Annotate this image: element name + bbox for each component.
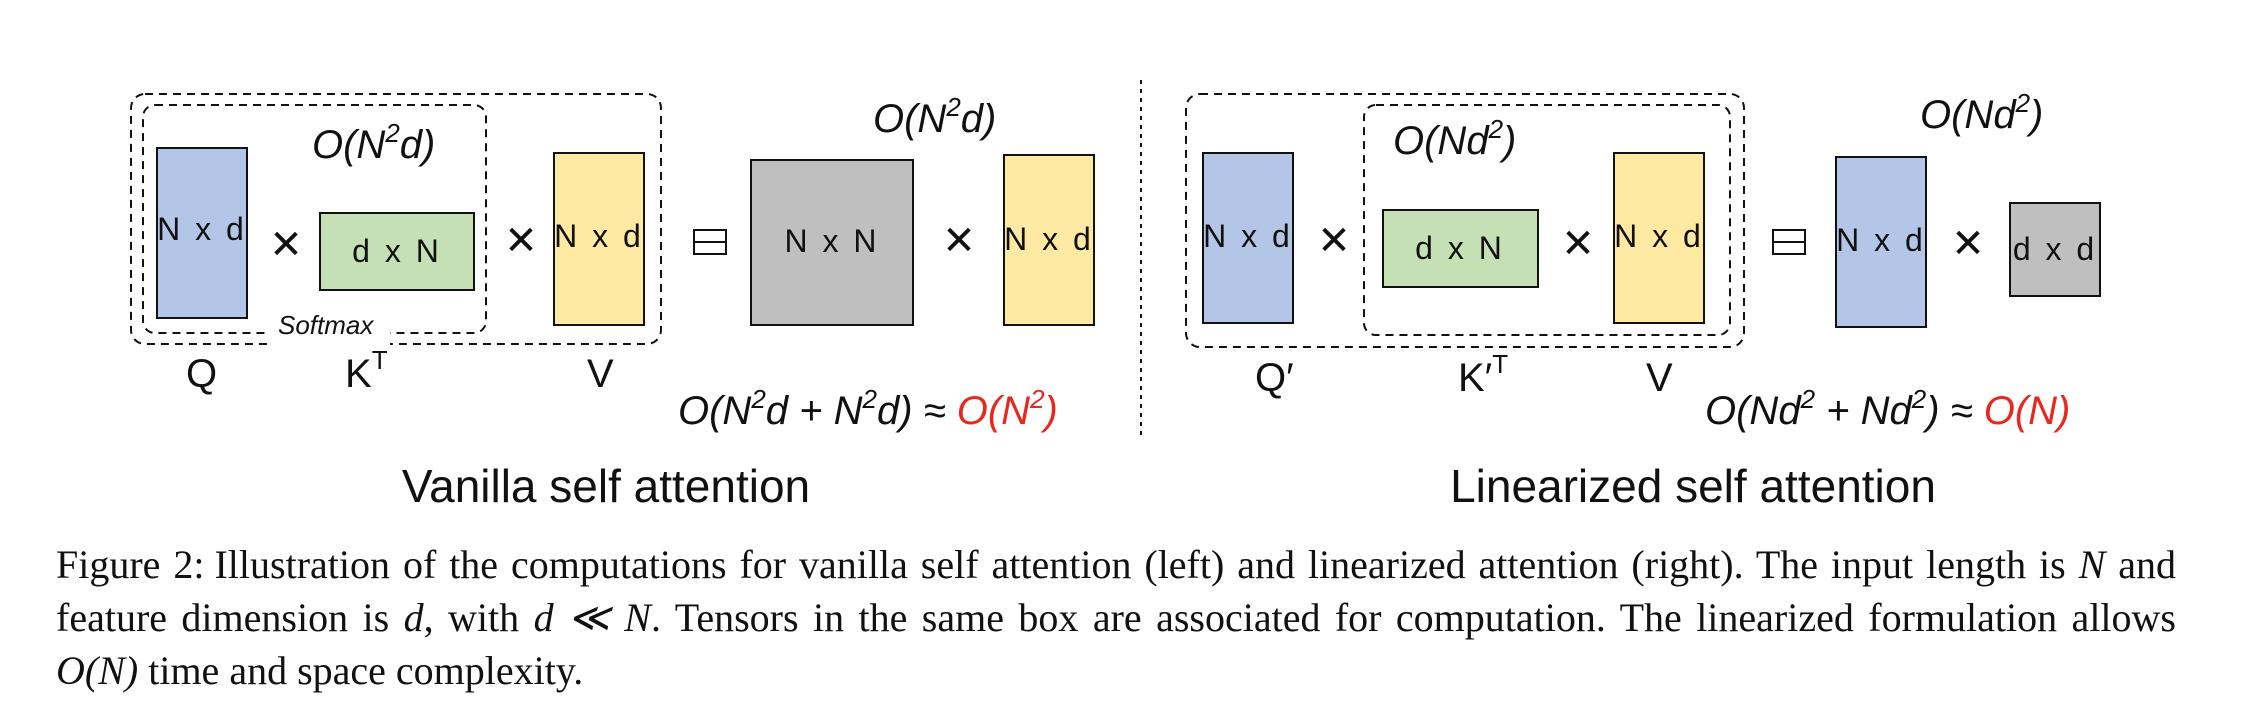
linear-inner-group (1363, 104, 1731, 336)
vanilla-q-matrix (156, 147, 248, 319)
equals-icon (1772, 229, 1806, 255)
linear-kt-label: K′T (1458, 349, 1508, 400)
vanilla-outer-group (130, 93, 662, 345)
times-icon: ✕ (1561, 222, 1595, 266)
vanilla-nn-matrix (750, 159, 914, 326)
caption-text-1: Illustration of the computations for van… (214, 542, 2079, 587)
times-icon: ✕ (504, 219, 538, 263)
vanilla-inner-complexity: O(N2d) (312, 118, 435, 167)
caption-text-5: time and space complexity. (138, 648, 584, 693)
softmax-label: Softmax (278, 310, 374, 340)
vanilla-nn-dim: N x N (785, 223, 880, 259)
vanilla-title: Vanilla self attention (402, 460, 810, 512)
times-icon: ✕ (1951, 222, 1985, 266)
caption-text-3: , with (423, 595, 534, 640)
linear-q-label: Q′ (1255, 356, 1294, 400)
vanilla-kt-dim: d x N (352, 233, 442, 269)
vanilla-q-dim: N x d (157, 211, 247, 247)
times-icon: ✕ (942, 219, 976, 263)
linear-inner-complexity: O(Nd2) (1393, 114, 1516, 163)
linear-kt-dim: d x N (1415, 230, 1505, 266)
linear-q-matrix (1202, 152, 1294, 324)
linear-outer-complexity: O(Nd2) (1920, 88, 2043, 137)
linear-q-dim: N x d (1203, 218, 1293, 254)
caption-text-2: and feature dimension is (56, 542, 2176, 640)
linear-v-label: V (1646, 356, 1673, 400)
vanilla-total-complexity: O(N2d + N2d) ≈ O(N2) (678, 384, 1058, 433)
caption-text-4: . Tensors in the same box are associated… (651, 595, 2176, 640)
vanilla-q-label: Q (186, 352, 217, 396)
linear-dd-dim: d x d (2013, 231, 2097, 267)
linear-total-complexity: O(Nd2 + Nd2) ≈ O(N) (1705, 384, 2070, 433)
linear-outer-group (1185, 93, 1745, 348)
linear-v-matrix (1613, 152, 1705, 324)
figure-caption: Figure 2: Illustration of the computation… (56, 538, 2176, 697)
vanilla-outer-complexity: O(N2d) (873, 92, 996, 141)
caption-math-on: O(N) (56, 648, 139, 693)
equals-icon (693, 229, 727, 255)
caption-math-d: d (403, 595, 424, 640)
linear-dd-matrix (2009, 202, 2101, 297)
vanilla-v-label: V (587, 352, 614, 396)
vanilla-v2-matrix (1003, 154, 1095, 326)
caption-math-n: N (2078, 542, 2106, 587)
times-icon: ✕ (1317, 219, 1351, 263)
linear-nd-dim: N x d (1836, 222, 1926, 258)
vanilla-kt-matrix (319, 212, 475, 291)
vanilla-v-dim: N x d (554, 218, 644, 254)
vanilla-kt-label: KT (345, 345, 388, 396)
times-icon: ✕ (269, 223, 303, 267)
linear-title: Linearized self attention (1450, 460, 1936, 512)
linear-kt-matrix (1382, 209, 1539, 288)
vanilla-v2-dim: N x d (1004, 221, 1094, 257)
linear-v-dim: N x d (1614, 218, 1704, 254)
caption-math-relation: d ≪ N (533, 595, 651, 640)
caption-label: Figure 2: (56, 542, 205, 587)
vanilla-v-matrix (553, 152, 645, 326)
linear-nd-matrix (1835, 156, 1927, 328)
